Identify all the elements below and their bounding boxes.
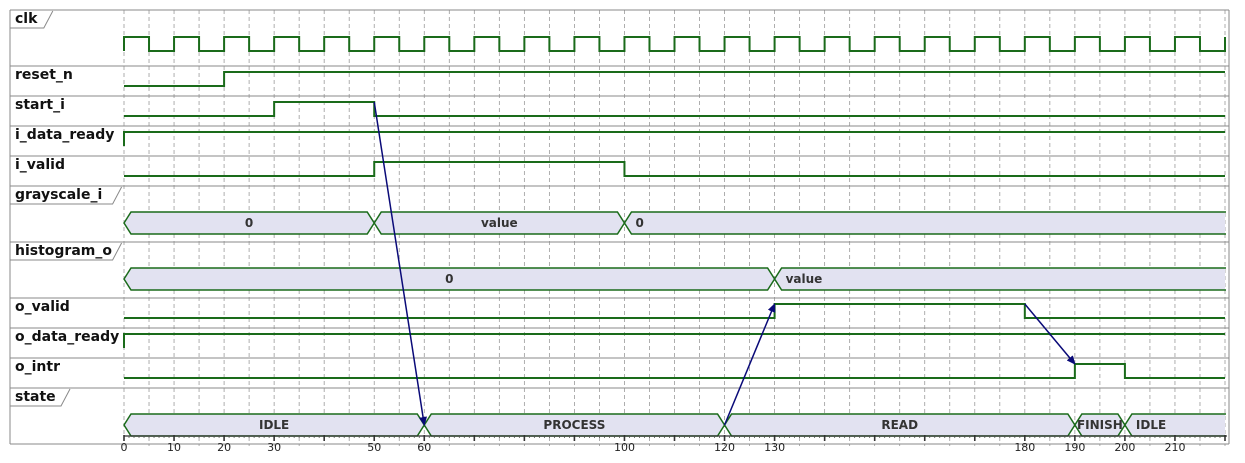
bit-waveform (124, 101, 1225, 117)
bit-waveform (124, 303, 1225, 319)
bus-segment-fill (624, 212, 1225, 234)
tick-label: 210 (1164, 441, 1185, 454)
bus-value-label: IDLE (1136, 418, 1166, 432)
signal-label: state (15, 389, 56, 405)
tick-label: 190 (1064, 441, 1085, 454)
bus-value-label: 0 (635, 216, 643, 230)
bus-segment-fill (1074, 414, 1125, 436)
bus-segment-fill (124, 268, 775, 290)
bus-segment-fill (774, 268, 1225, 290)
bit-waveform (124, 71, 1225, 87)
bus-segment-outline (623, 211, 1226, 235)
clock-waveform (123, 36, 1226, 52)
bus-value-label: 0 (245, 216, 253, 230)
tick-label: 30 (267, 441, 281, 454)
signal-row-i_valid: i_valid (10, 155, 1229, 177)
time-axis: 0 10 20 30 50 60 100 120 130 180 190 200 210 (121, 435, 1227, 454)
bit-waveform (124, 363, 1225, 379)
tick-label: 10 (167, 441, 181, 454)
signal-row-o_valid: o_valid (10, 297, 1229, 319)
signal-label: o_data_ready (15, 329, 119, 345)
bus-segment-fill (374, 212, 625, 234)
signal-row-clk: clk (10, 9, 1229, 52)
signal-rows: clk reset_n start_i i_data_ready i_validgray… (9, 9, 1230, 445)
tick-label: 60 (417, 441, 431, 454)
causality-arrow (723, 303, 776, 426)
causality-arrows (373, 101, 1076, 426)
bus-segment-outline (773, 267, 1226, 291)
bus-segment-fill (124, 414, 425, 436)
tick-label: 0 (121, 441, 128, 454)
label-tab (10, 186, 123, 205)
bus-value-label: IDLE (259, 418, 289, 432)
bus-value-label: READ (881, 418, 918, 432)
bus-value-label: value (786, 272, 823, 286)
bit-waveform (124, 161, 1225, 177)
signal-row-state: state IDLE PROCESS READ FINISH IDLE (10, 387, 1229, 437)
label-tab (10, 388, 71, 407)
signal-label: histogram_o (15, 243, 112, 259)
signal-row-grayscale_i: grayscale_i 0 value 0 (10, 185, 1229, 235)
signal-row-histogram_o: histogram_o 0 value (10, 241, 1229, 291)
signal-label: grayscale_i (15, 187, 102, 203)
signal-row-start_i: start_i (10, 95, 1229, 117)
label-tab (10, 10, 54, 29)
bit-waveform (123, 333, 1225, 348)
signal-row-o_data_ready: o_data_ready (10, 327, 1229, 348)
bus-value-label: 0 (445, 272, 453, 286)
signal-label: clk (15, 11, 38, 27)
signal-label: i_data_ready (15, 127, 114, 143)
tick-label: 130 (764, 441, 785, 454)
bus-value-label: PROCESS (543, 418, 605, 432)
tick-label: 200 (1114, 441, 1135, 454)
bus-segment-fill (724, 414, 1075, 436)
bus-value-label: value (481, 216, 518, 230)
signal-label: o_intr (15, 359, 60, 375)
tick-label: 20 (217, 441, 231, 454)
signal-label: o_valid (15, 299, 70, 315)
tick-label: 50 (367, 441, 381, 454)
causality-arrow (373, 101, 428, 426)
signal-row-o_intr: o_intr (10, 357, 1229, 379)
bus-segment-fill (424, 414, 725, 436)
bus-value-label: FINISH (1077, 418, 1123, 432)
signal-label: reset_n (15, 67, 73, 83)
bit-waveform (123, 131, 1225, 146)
label-tab (10, 242, 123, 261)
signal-row-i_data_ready: i_data_ready (10, 125, 1229, 146)
tick-label: 120 (714, 441, 735, 454)
bus-segment-fill (1124, 414, 1225, 436)
tick-label: 100 (614, 441, 635, 454)
signal-label: i_valid (15, 157, 65, 173)
causality-arrow (1024, 303, 1076, 365)
tick-label: 180 (1014, 441, 1035, 454)
bus-segment-fill (124, 212, 375, 234)
signal-label: start_i (15, 97, 65, 113)
signal-row-reset_n: reset_n (10, 65, 1229, 87)
